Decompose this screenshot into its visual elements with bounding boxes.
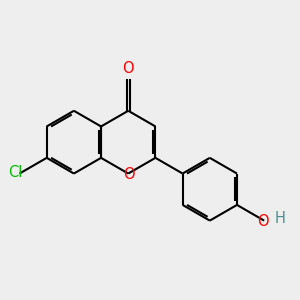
Text: H: H [275, 211, 286, 226]
Text: O: O [257, 214, 269, 229]
Text: O: O [122, 61, 134, 76]
Text: Cl: Cl [8, 165, 22, 180]
Text: O: O [123, 167, 135, 182]
